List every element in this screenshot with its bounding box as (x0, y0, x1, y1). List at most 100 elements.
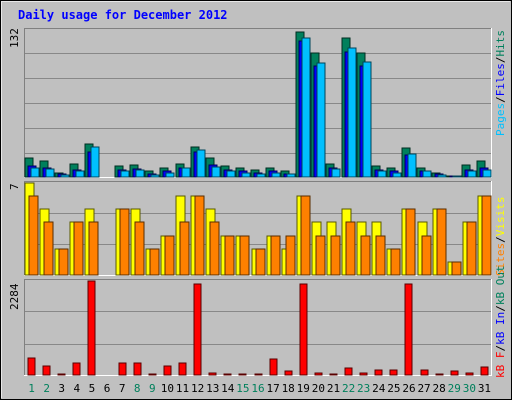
legend-sep-3: / (494, 236, 507, 243)
bar-sites-day-15 (239, 235, 250, 276)
legend-sep-2: / (494, 57, 507, 64)
bar-kb-f-day-8 (133, 362, 142, 376)
panel-bottom (24, 279, 492, 376)
bar-kb-f-day-7 (118, 362, 127, 376)
bar-pages-day-19 (301, 37, 311, 178)
bar-pages-day-22 (347, 47, 357, 178)
y-max-label-top: 132 (8, 28, 21, 48)
day-label-8: 8 (134, 382, 141, 395)
bar-pages-day-13 (211, 166, 221, 178)
bar-kb-f-day-5 (87, 280, 96, 376)
bar-pages-day-17 (271, 172, 281, 178)
bar-pages-day-21 (331, 168, 341, 178)
bar-sites-day-20 (315, 235, 326, 276)
bar-pages-day-3 (60, 174, 70, 178)
bar-sites-day-5 (88, 221, 99, 276)
day-label-10: 10 (161, 382, 174, 395)
bar-sites-day-13 (209, 221, 220, 276)
day-label-1: 1 (28, 382, 35, 395)
bar-kb-f-day-31 (480, 366, 489, 376)
legend-middle: Sites/Visits (494, 197, 507, 277)
bar-kb-f-day-16 (254, 373, 263, 376)
legend-pages: Pages (494, 103, 507, 136)
bar-pages-day-26 (407, 153, 417, 178)
legend-visits: Visits (494, 197, 507, 237)
bar-pages-day-20 (316, 62, 326, 178)
day-label-23: 23 (357, 382, 370, 395)
day-label-14: 14 (221, 382, 235, 395)
day-label-20: 20 (312, 382, 325, 395)
bar-sites-day-19 (300, 195, 311, 276)
day-label-16: 16 (251, 382, 264, 395)
day-label-29: 29 (448, 382, 461, 395)
bar-sites-day-24 (375, 235, 386, 276)
bar-sites-day-25 (390, 248, 401, 276)
bar-sites-day-9 (149, 248, 160, 276)
bar-kb-f-day-30 (465, 372, 474, 376)
legend-sites: Sites (494, 243, 507, 276)
day-label-22: 22 (342, 382, 355, 395)
bar-pages-day-10 (165, 172, 175, 178)
bar-kb-f-day-27 (420, 369, 429, 376)
day-label-21: 21 (327, 382, 340, 395)
day-label-3: 3 (58, 382, 65, 395)
bar-kb-f-day-11 (178, 362, 187, 376)
bar-kb-f-day-10 (163, 365, 172, 376)
bar-kb-f-day-13 (208, 372, 217, 376)
bar-pages-day-31 (482, 169, 492, 178)
bar-pages-day-11 (181, 167, 191, 178)
day-label-24: 24 (372, 382, 386, 395)
bar-sites-day-26 (405, 208, 416, 276)
day-label-31: 31 (478, 382, 491, 395)
bar-sites-day-22 (345, 221, 356, 276)
bar-pages-day-24 (377, 170, 387, 178)
bar-pages-day-25 (392, 172, 402, 178)
bar-pages-day-18 (286, 173, 296, 178)
panel-middle (24, 181, 492, 276)
bar-pages-day-2 (45, 168, 55, 178)
bar-kb-f-day-3 (57, 373, 66, 376)
day-label-9: 9 (149, 382, 156, 395)
bar-pages-day-9 (150, 174, 160, 178)
bar-sites-day-21 (330, 235, 341, 276)
day-label-6: 6 (104, 382, 111, 395)
legend-bottom: kB F/kB In/kB Out (494, 265, 507, 378)
day-label-7: 7 (119, 382, 126, 395)
day-label-18: 18 (282, 382, 295, 395)
day-label-28: 28 (433, 382, 446, 395)
day-label-15: 15 (236, 382, 249, 395)
bar-kb-f-day-4 (72, 362, 81, 376)
bar-pages-day-7 (120, 170, 130, 178)
legend-kbout: kB Out (494, 265, 507, 305)
bar-pages-day-14 (226, 170, 236, 178)
day-label-2: 2 (43, 382, 50, 395)
day-label-11: 11 (176, 382, 189, 395)
bar-sites-day-1 (28, 195, 39, 276)
bar-sites-day-3 (58, 248, 69, 276)
day-label-26: 26 (402, 382, 415, 395)
bar-sites-day-14 (224, 235, 235, 276)
bar-pages-day-27 (422, 170, 432, 178)
bar-pages-day-15 (241, 172, 251, 178)
legend-kbf: kB F (494, 352, 507, 379)
bar-kb-f-day-20 (314, 372, 323, 376)
bar-sites-day-2 (43, 221, 54, 276)
bar-pages-day-30 (467, 170, 477, 178)
bar-sites-day-8 (134, 221, 145, 276)
day-label-27: 27 (417, 382, 430, 395)
bar-kb-f-day-19 (299, 283, 308, 376)
day-label-19: 19 (297, 382, 310, 395)
bar-kb-f-day-28 (435, 373, 444, 376)
bar-pages-day-28 (437, 174, 447, 178)
day-label-13: 13 (206, 382, 219, 395)
panel-top (24, 28, 492, 178)
bar-kb-f-day-23 (359, 372, 368, 376)
bar-sites-day-11 (179, 221, 190, 276)
bar-kb-f-day-17 (269, 358, 278, 376)
bar-pages-day-5 (90, 146, 100, 178)
legend-hits: Hits (494, 30, 507, 57)
bar-kb-f-day-22 (344, 367, 353, 376)
bar-sites-day-29 (451, 261, 462, 276)
bar-pages-day-12 (196, 149, 206, 178)
